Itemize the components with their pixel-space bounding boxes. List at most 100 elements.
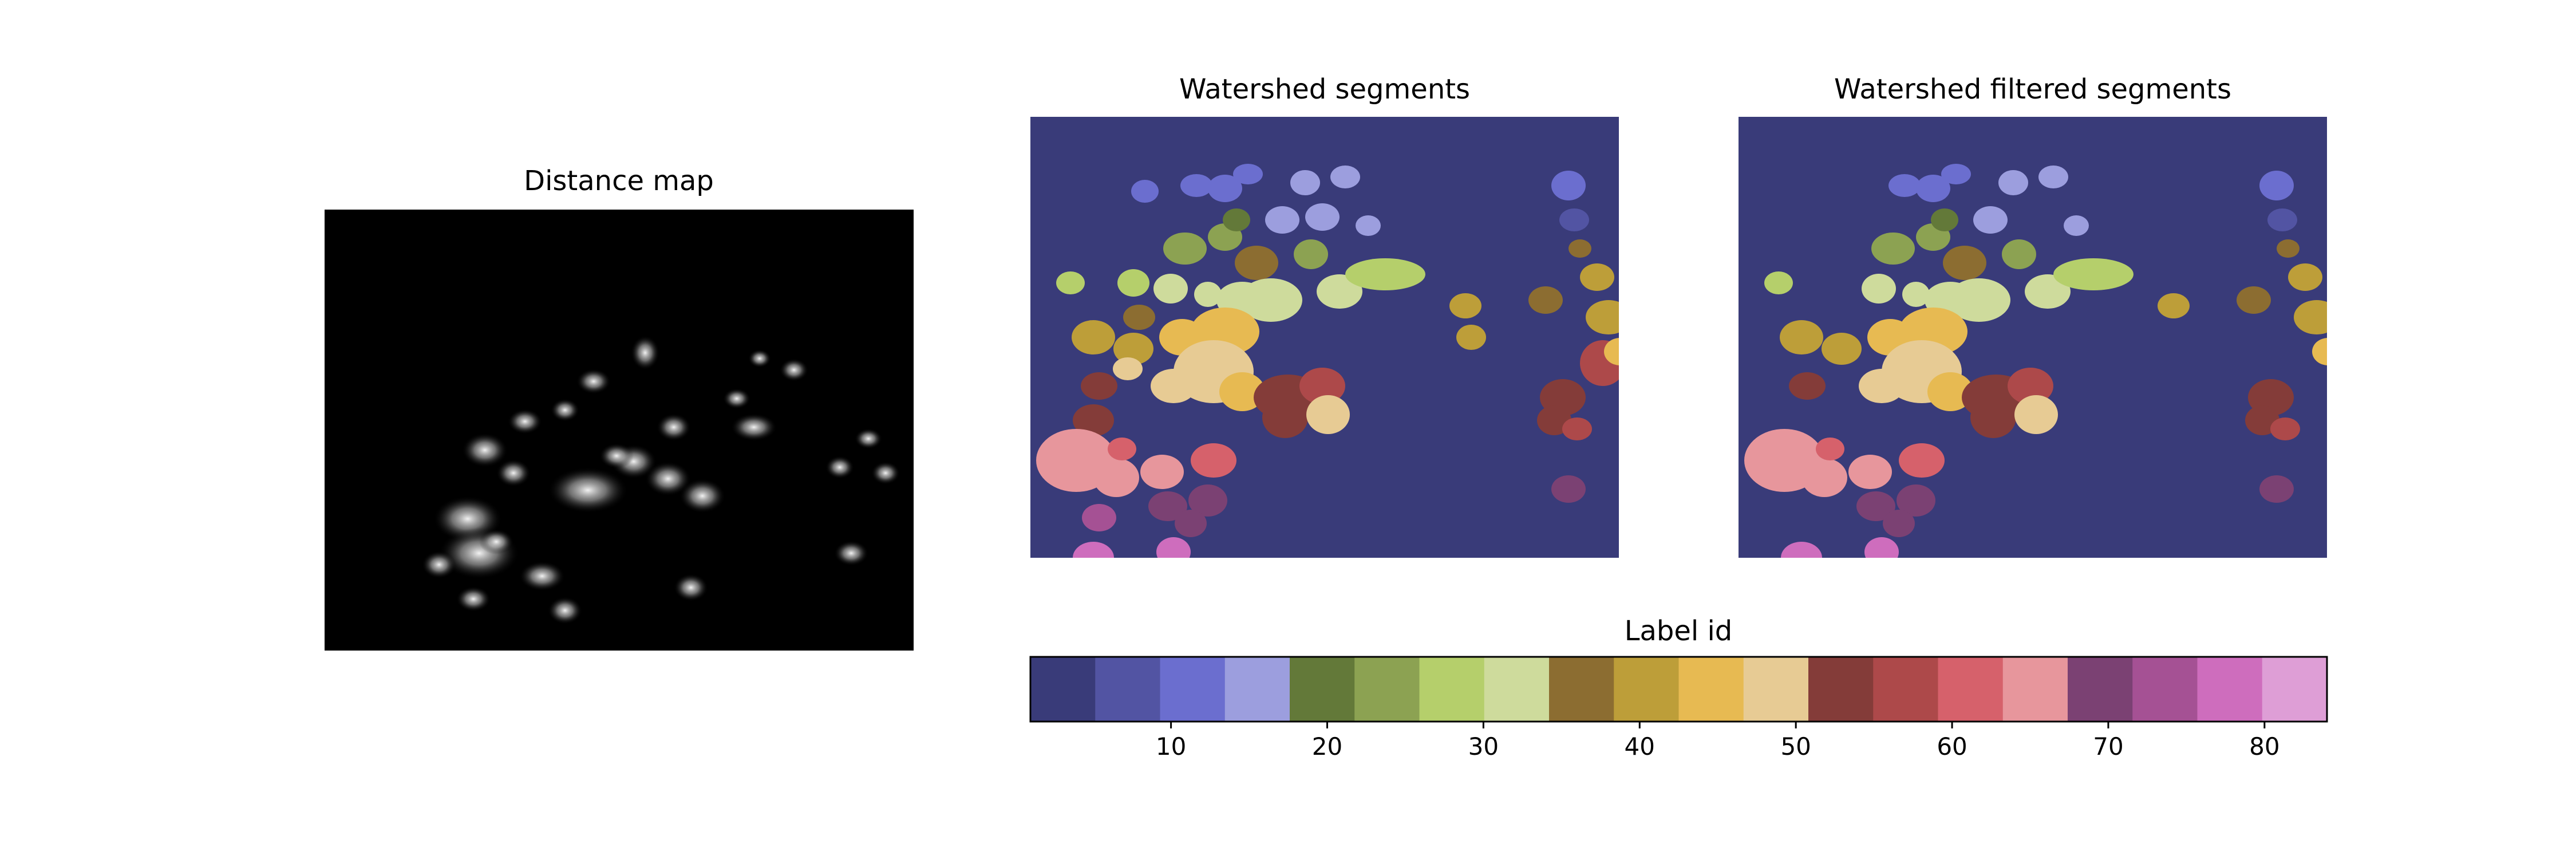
segment-blob <box>1449 293 1481 318</box>
segment-blob <box>1113 357 1143 380</box>
segment-blob <box>1864 537 1899 558</box>
colorbar-band <box>2132 657 2198 722</box>
colorbar-tick-label: 60 <box>1937 732 1967 761</box>
segment-blob <box>2053 258 2134 290</box>
segment-blob <box>2259 171 2294 200</box>
colorbar-tick-label: 50 <box>1780 732 1811 761</box>
distance-peak <box>479 529 513 554</box>
distance-peak <box>519 561 565 591</box>
colorbar-ticks: 10 20 30 40 50 60 70 80 <box>1156 722 2280 761</box>
segment-blob <box>1208 175 1242 202</box>
distance-peak <box>508 409 542 434</box>
distance-peak <box>422 551 456 578</box>
segment-blob <box>1175 510 1207 537</box>
segment-blob <box>2038 166 2068 188</box>
segment-blob <box>2014 395 2058 434</box>
watershed-segments-blobs <box>1036 164 1619 558</box>
segment-blob <box>1859 369 1905 403</box>
segment-blob <box>2064 215 2089 236</box>
colorbar-band <box>1743 657 1809 722</box>
segment-blob <box>1239 278 1302 322</box>
segment-blob <box>1927 372 1973 411</box>
segment-blob <box>1108 438 1136 460</box>
colorbar-band <box>1354 657 1420 722</box>
segment-blob <box>1123 305 1155 330</box>
distance-peak <box>496 459 531 487</box>
colorbar-frame <box>1029 656 2328 723</box>
distance-peak <box>780 358 808 381</box>
colorbar-tick-label: 80 <box>2249 732 2279 761</box>
segment-blob <box>2277 239 2300 258</box>
segment-blob <box>1317 274 1362 309</box>
colorbar-band <box>2002 657 2068 722</box>
segment-blob <box>1073 542 1114 558</box>
segment-blob <box>1883 510 1915 537</box>
colorbar-band <box>1290 657 1355 722</box>
distance-peak <box>674 574 708 601</box>
distance-peak <box>456 586 491 612</box>
colorbar-band <box>1030 657 1096 722</box>
segment-blob <box>1862 274 1896 304</box>
colorbar-band <box>1160 657 1226 722</box>
segment-blob <box>1888 174 1921 197</box>
segment-blob <box>1899 443 1945 478</box>
segment-blob <box>1551 475 1586 503</box>
distance-map-blobs <box>422 336 900 624</box>
segment-blob <box>1559 208 1589 231</box>
segment-blob <box>2270 417 2300 440</box>
segment-blob <box>1902 282 1930 307</box>
segment-blob <box>1970 397 2016 438</box>
segment-blob <box>1780 320 1823 354</box>
segment-blob <box>1305 203 1340 231</box>
segment-blob <box>1219 372 1265 411</box>
distance-peak <box>599 443 634 468</box>
watershed-filtered-title: Watershed filtered segments <box>1834 73 2231 105</box>
segment-blob <box>1801 458 1847 497</box>
colorbar-tick-label: 30 <box>1468 732 1499 761</box>
segment-blob <box>1822 333 1862 365</box>
segment-blob <box>1223 208 1250 231</box>
distance-map-panel <box>325 210 914 651</box>
colorbar-tick-label: 20 <box>1312 732 1342 761</box>
watershed-segments-title: Watershed segments <box>1179 73 1470 105</box>
colorbar-band <box>1614 657 1680 722</box>
segment-blob <box>2008 368 2053 404</box>
segment-blob <box>1082 504 1116 531</box>
distance-peak <box>748 349 771 368</box>
segment-blob <box>1290 170 1320 195</box>
segment-blob <box>1294 239 1328 269</box>
segment-blob <box>1073 404 1114 436</box>
segment-blob <box>1163 233 1207 265</box>
segment-blob <box>1941 164 1971 184</box>
distance-peak <box>657 413 691 441</box>
colorbar-band <box>1224 657 1290 722</box>
segment-blob <box>1973 206 2008 234</box>
colorbar-band <box>2262 657 2328 722</box>
segment-blob <box>1151 369 1196 403</box>
segment-blob <box>1789 372 1826 400</box>
colorbar-tick-label: 10 <box>1156 732 1186 761</box>
colorbar-tick-label: 40 <box>1625 732 1655 761</box>
distance-peak <box>834 541 868 566</box>
segment-blob <box>2267 208 2297 231</box>
segment-blob <box>1093 458 1139 497</box>
distance-map-image <box>325 210 914 651</box>
segment-blob <box>1568 239 1591 258</box>
segment-blob <box>1140 455 1184 489</box>
segment-blob <box>2158 293 2190 318</box>
segment-blob <box>1056 271 1085 294</box>
segment-blob <box>1604 338 1619 365</box>
distance-peak <box>679 479 725 513</box>
segment-blob <box>1194 282 1222 307</box>
segment-blob <box>1233 164 1263 184</box>
segment-blob <box>1897 484 1935 517</box>
segment-blob <box>1931 208 1958 231</box>
segment-blob <box>2259 475 2294 503</box>
segment-blob <box>1191 443 1236 478</box>
distance-peak <box>551 399 579 421</box>
segment-blob <box>1262 397 1308 438</box>
colorbar-band <box>1484 657 1550 722</box>
distance-peak <box>731 413 777 441</box>
distance-peak <box>631 336 659 370</box>
